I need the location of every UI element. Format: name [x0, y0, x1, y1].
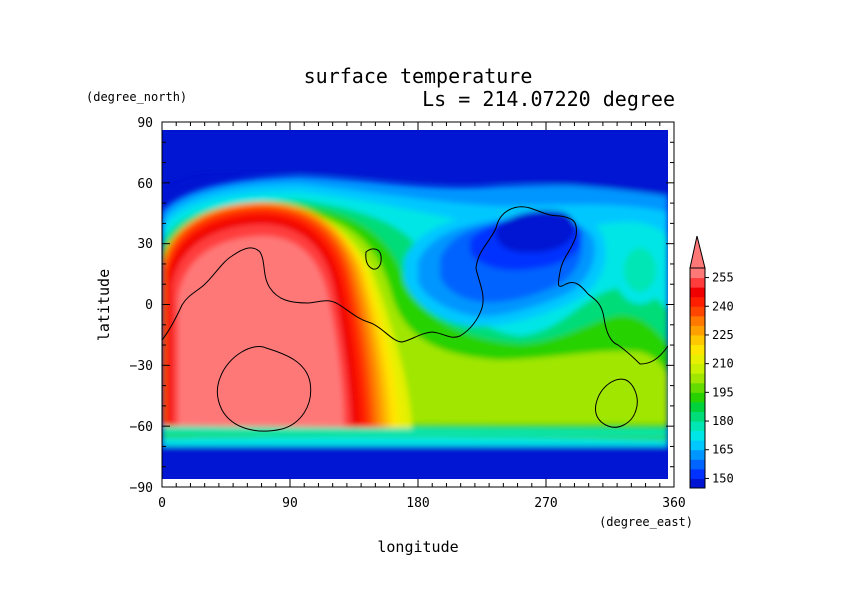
colorbar-swatch	[690, 363, 705, 374]
colorbar-swatch	[690, 325, 705, 336]
y-tick-label-30: 30	[137, 237, 153, 252]
colorbar-swatch	[690, 373, 705, 384]
colorbar-swatch	[690, 354, 705, 365]
temperature-band	[624, 248, 656, 292]
contour-lines	[162, 206, 668, 432]
contour-line-west	[162, 206, 668, 365]
field-layers	[162, 130, 668, 479]
y-axis: 90 60 30 0 −30 −60 −90 latitude	[95, 116, 153, 496]
x-tick-label-270: 270	[534, 496, 557, 511]
x-tick-label-180: 180	[406, 496, 429, 511]
colorbar-swatch	[690, 306, 705, 317]
colorbar-swatch	[690, 401, 705, 412]
colorbar-swatch	[690, 449, 705, 460]
y-tick-label-60: 60	[137, 177, 153, 192]
colorbar-swatch	[690, 268, 705, 279]
colorbar-swatch	[690, 421, 705, 432]
temperature-band	[178, 236, 344, 430]
colorbar-label: 255	[712, 271, 734, 285]
colorbar-labels: 150 165 180 195 210 225 240 255	[705, 271, 734, 485]
contour-loop-southeast	[595, 378, 638, 428]
colorbar-swatch	[690, 459, 705, 470]
colorbar-swatch	[690, 468, 705, 479]
axis-ticks	[161, 121, 675, 488]
colorbar-swatch	[690, 334, 705, 346]
temperature-band	[495, 210, 575, 253]
x-unit-label: (degree_east)	[599, 515, 693, 529]
y-unit-label: (degree_north)	[86, 90, 187, 104]
y-tick-label-minus90: −90	[130, 481, 153, 496]
colorbar-border	[689, 267, 706, 489]
colorbar-swatch	[690, 315, 705, 326]
y-tick-label-minus60: −60	[130, 420, 153, 435]
x-tick-label-0: 0	[158, 496, 166, 511]
colorbar-swatch	[690, 478, 705, 489]
colorbar-swatch	[690, 277, 705, 288]
chart-subtitle: Ls = 214.07220 degree	[422, 87, 675, 111]
colorbar-swatch	[690, 344, 705, 355]
colorbar-label: 150	[712, 471, 734, 485]
colorbar: 150 165 180 195 210 225 240 255	[689, 235, 734, 489]
colorbar-swatches	[690, 268, 705, 489]
contour-loop-south	[216, 346, 312, 432]
colorbar-label: 240	[712, 299, 734, 313]
colorbar-label: 225	[712, 328, 734, 342]
y-axis-label: latitude	[95, 269, 113, 341]
colorbar-swatch	[690, 392, 705, 403]
y-tick-label-minus30: −30	[130, 359, 153, 374]
colorbar-swatch	[690, 430, 705, 441]
temperature-band	[162, 446, 668, 479]
y-tick-label-0: 0	[145, 298, 153, 313]
colorbar-label: 165	[712, 443, 734, 457]
plot-frame	[161, 121, 675, 488]
temperature-band	[162, 130, 668, 196]
colorbar-label: 210	[712, 357, 734, 371]
y-tick-label-90: 90	[137, 116, 153, 131]
x-tick-label-360: 360	[662, 496, 685, 511]
colorbar-swatch	[690, 411, 705, 422]
colorbar-label: 195	[712, 385, 734, 399]
x-axis: 0 90 180 270 360 (degree_east) longitude	[158, 496, 693, 556]
x-tick-label-90: 90	[282, 496, 298, 511]
colorbar-extend-arrow	[689, 235, 706, 269]
temperature-band	[162, 436, 668, 446]
x-axis-label: longitude	[377, 538, 458, 556]
chart-title: surface temperature	[304, 64, 533, 88]
colorbar-swatch	[690, 382, 705, 393]
colorbar-swatch	[690, 440, 705, 451]
colorbar-label: 180	[712, 414, 734, 428]
heatmap-field	[162, 130, 668, 479]
colorbar-swatch	[690, 296, 705, 307]
contour-loop-north-island	[365, 248, 382, 270]
colorbar-swatch	[690, 287, 705, 298]
